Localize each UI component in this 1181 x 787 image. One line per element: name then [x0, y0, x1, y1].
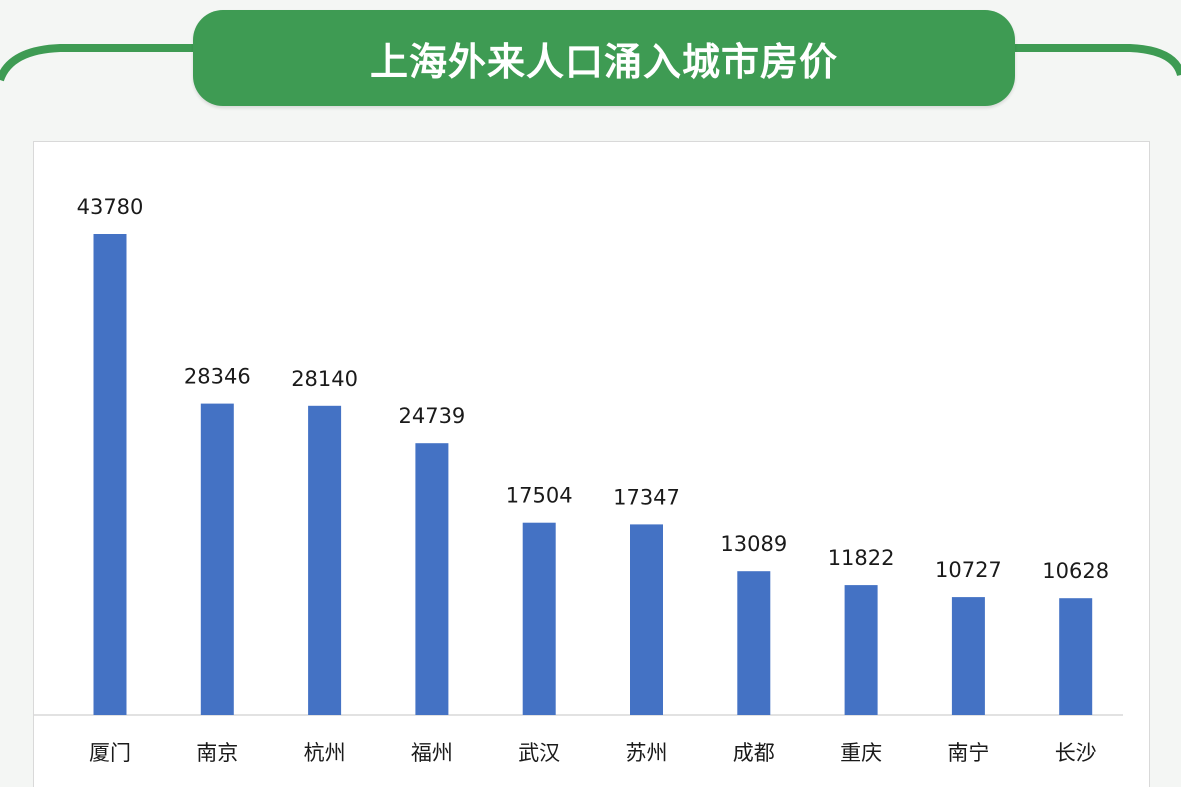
- bar-0: [93, 234, 127, 715]
- value-label-6: 13089: [720, 532, 787, 556]
- bar-2: [308, 405, 342, 715]
- value-label-3: 24739: [398, 404, 465, 428]
- category-label-3: 福州: [411, 741, 453, 765]
- bar-3: [415, 443, 449, 715]
- category-label-1: 南京: [196, 741, 238, 765]
- value-label-9: 10628: [1042, 559, 1109, 583]
- bar-9: [1059, 598, 1093, 715]
- category-label-0: 厦门: [89, 741, 131, 765]
- bars-layer: [93, 234, 1093, 715]
- value-label-2: 28140: [291, 367, 358, 391]
- value-label-8: 10727: [935, 558, 1002, 582]
- category-label-6: 成都: [733, 741, 775, 765]
- value-label-0: 43780: [77, 195, 144, 219]
- bar-8: [951, 597, 985, 715]
- bar-6: [737, 571, 771, 715]
- value-labels-layer: 43780 28346 28140 24739 17504 17347 13089 11822…: [77, 195, 1110, 583]
- bar-4: [522, 522, 556, 715]
- category-label-8: 南宁: [947, 741, 989, 765]
- category-label-4: 武汉: [518, 741, 560, 765]
- value-label-7: 11822: [828, 546, 895, 570]
- bar-5: [630, 524, 663, 715]
- category-label-2: 杭州: [304, 741, 346, 765]
- category-label-5: 苏州: [626, 741, 668, 765]
- category-labels-layer: 厦门 南京 杭州 福州 武汉 苏州 成都 重庆 南宁 长沙: [89, 741, 1097, 765]
- value-label-5: 17347: [613, 485, 680, 509]
- category-label-9: 长沙: [1055, 741, 1097, 765]
- value-label-4: 17504: [506, 484, 573, 508]
- bar-1: [200, 403, 234, 715]
- category-label-7: 重庆: [840, 741, 882, 765]
- bar-7: [844, 585, 878, 715]
- title-banner: 上海外来人口涌入城市房价: [193, 10, 1015, 106]
- chart-title: 上海外来人口涌入城市房价: [369, 39, 838, 84]
- value-label-1: 28346: [184, 365, 251, 389]
